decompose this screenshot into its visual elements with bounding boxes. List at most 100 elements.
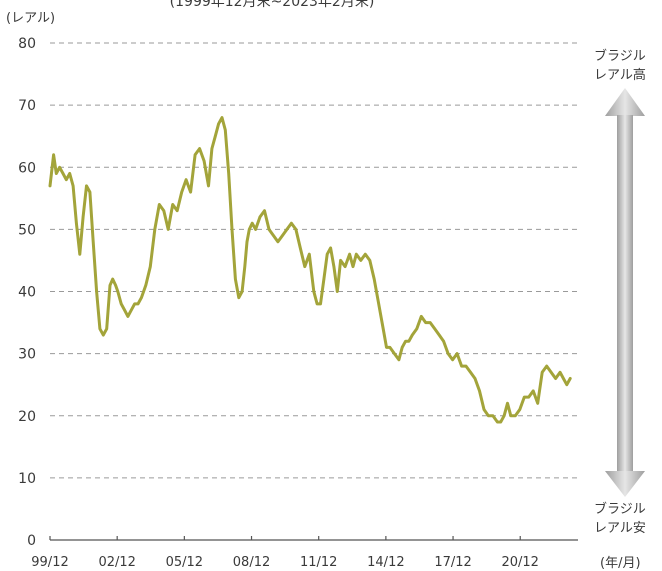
data-point — [377, 302, 380, 306]
data-point — [407, 340, 411, 343]
data-point — [329, 246, 332, 250]
data-point — [496, 420, 499, 424]
data-point — [404, 340, 407, 343]
data-point — [373, 277, 376, 281]
data-point — [263, 209, 266, 212]
data-point — [48, 184, 52, 188]
arrow-shaft — [617, 115, 633, 472]
data-point — [78, 253, 82, 256]
data-point — [237, 296, 240, 299]
data-point — [120, 302, 123, 306]
y-tick-labels: 0 10 20 30 40 50 60 70 80 — [18, 36, 36, 549]
x-tick-label: 08/12 — [233, 555, 270, 570]
data-point — [527, 395, 530, 399]
data-point — [424, 321, 427, 324]
data-point — [88, 190, 92, 194]
y-tick-label: 40 — [18, 285, 36, 301]
data-point — [499, 420, 502, 424]
arrow-down-head — [605, 471, 645, 497]
data-point — [290, 222, 293, 225]
chart-title: (1999年12月末~2023年2月末) — [170, 0, 375, 10]
data-point — [193, 153, 197, 156]
y-tick-label: 50 — [18, 222, 36, 238]
data-point — [95, 290, 98, 293]
data-point — [473, 377, 477, 380]
x-tick-label: 17/12 — [434, 555, 471, 570]
data-point — [420, 315, 423, 318]
y-tick-label: 80 — [18, 36, 36, 52]
data-point — [144, 284, 147, 287]
data-point — [518, 408, 521, 411]
data-point — [133, 302, 136, 306]
y-tick-label: 60 — [18, 160, 36, 176]
data-point — [415, 327, 418, 330]
data-point — [85, 184, 88, 188]
data-point — [153, 228, 156, 231]
data-point — [227, 172, 230, 175]
data-point — [126, 315, 130, 318]
data-point — [478, 389, 481, 393]
data-point — [569, 377, 572, 380]
data-point — [322, 277, 326, 281]
data-point — [532, 389, 535, 393]
x-tick-label: 11/12 — [300, 555, 337, 570]
data-point — [52, 153, 55, 156]
data-point — [116, 290, 120, 293]
data-point — [565, 383, 568, 386]
data-point — [558, 371, 562, 374]
data-point — [234, 277, 237, 281]
data-point — [68, 172, 71, 175]
data-point — [355, 253, 358, 256]
data-point — [189, 190, 192, 194]
data-point — [442, 340, 445, 343]
data-point — [136, 302, 140, 306]
data-point — [65, 178, 68, 181]
series-line — [48, 116, 572, 424]
data-point — [411, 333, 414, 337]
data-point — [248, 228, 251, 231]
data-point — [294, 228, 298, 231]
annotation-bottom-line-1: ブラジル — [594, 501, 646, 517]
data-point — [123, 308, 126, 312]
data-point — [502, 414, 506, 417]
data-point — [359, 259, 362, 262]
data-point — [429, 321, 432, 324]
data-point — [149, 265, 152, 268]
data-point — [243, 265, 246, 268]
data-point — [130, 308, 133, 312]
data-point — [343, 265, 347, 268]
arrow-up-head — [605, 88, 645, 116]
x-tick-label: 14/12 — [367, 555, 404, 570]
data-point — [105, 327, 108, 330]
data-point — [281, 234, 284, 237]
data-point — [393, 352, 396, 355]
data-point — [303, 265, 306, 268]
data-point — [491, 414, 495, 417]
data-point — [382, 327, 385, 330]
data-point — [61, 172, 65, 175]
data-point — [71, 184, 75, 188]
data-point — [514, 414, 517, 417]
x-tick-label: 05/12 — [166, 555, 203, 570]
data-point — [549, 371, 553, 374]
data-point — [315, 302, 319, 306]
data-point — [312, 290, 315, 293]
data-point — [254, 228, 257, 231]
data-point — [438, 333, 441, 337]
data-point — [55, 172, 58, 175]
data-point — [198, 147, 201, 150]
data-point — [162, 209, 165, 212]
data-point — [240, 290, 244, 293]
gridlines — [50, 42, 578, 479]
data-point — [545, 364, 548, 368]
data-point — [482, 408, 486, 411]
annotation-top-line-2: レアル高 — [594, 67, 646, 83]
data-point — [171, 203, 174, 206]
data-point — [245, 240, 249, 243]
data-point — [230, 228, 234, 231]
data-point — [469, 371, 472, 374]
data-point — [464, 364, 468, 368]
data-point — [388, 346, 392, 349]
data-point — [158, 203, 161, 206]
